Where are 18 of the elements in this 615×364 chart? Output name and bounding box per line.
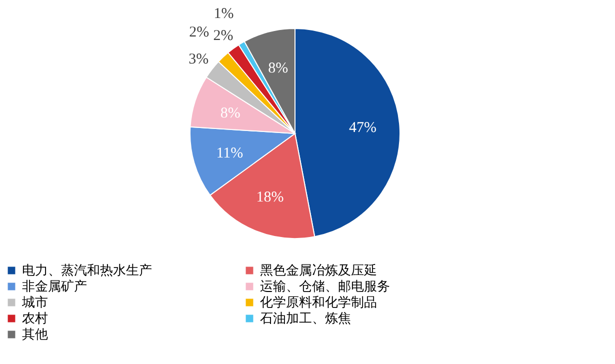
legend-label: 城市 (21, 296, 48, 310)
data-label: 1% (214, 6, 234, 22)
legend-label: 电力、蒸汽和热水生产 (22, 264, 152, 279)
legend-label: 黑色金属冶炼及压延 (260, 264, 377, 279)
legend-label: 其他 (22, 328, 48, 342)
legend-label: 化学原料和化学制品 (260, 296, 377, 310)
data-label: 8% (268, 60, 288, 77)
legend-label: 运输、仓储、邮电服务 (260, 280, 390, 294)
legend-label: 石油加工、炼焦 (260, 312, 351, 326)
data-label: 47% (348, 120, 376, 136)
data-label: 18% (256, 190, 284, 206)
legend-label: 非金属矿产 (22, 280, 87, 294)
data-label: 2% (189, 24, 210, 40)
data-label: 3% (188, 52, 209, 68)
data-label: 11% (216, 145, 244, 162)
data-label: 8% (220, 105, 240, 122)
data-label: 2% (213, 28, 234, 44)
legend-label: 农村 (22, 312, 48, 326)
